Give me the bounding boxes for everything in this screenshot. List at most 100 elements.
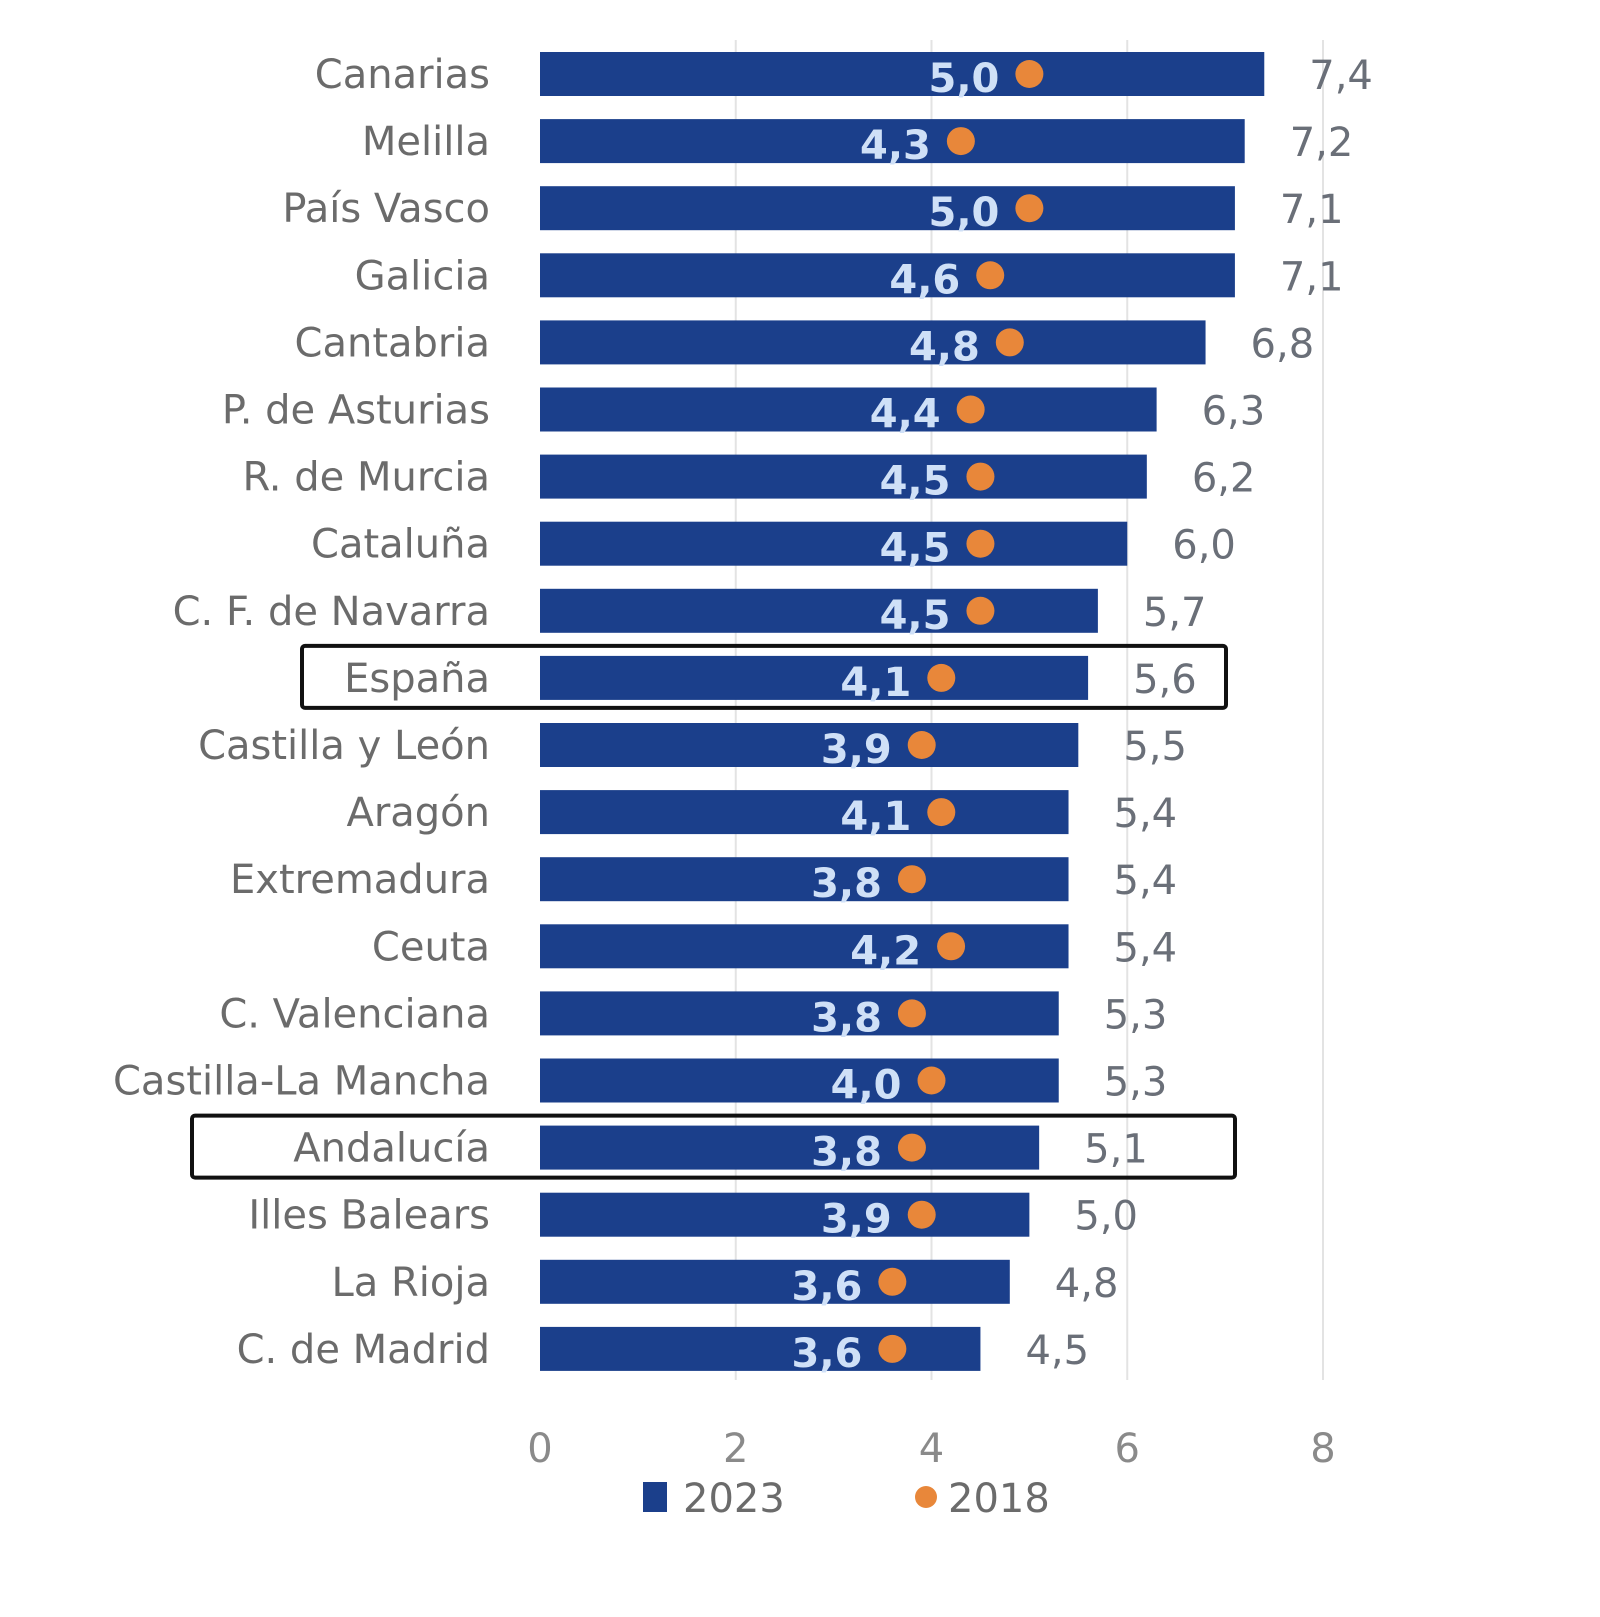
legend-label-2018: 2018 [948,1476,1050,1522]
data-label-2023: 5,3 [1104,992,1168,1038]
dot-2018 [907,1200,936,1229]
highlight-box [300,643,1228,710]
data-label-2018: 5,0 [929,190,1000,236]
legend-marker-2018 [915,1486,937,1508]
dot-2018 [917,1066,946,1095]
bar-2023 [540,1058,1059,1103]
bar-2023 [540,454,1147,499]
x-tick-label: 2 [723,1426,748,1472]
dot-2018 [878,1334,907,1363]
dot-2018 [976,261,1005,290]
data-label-2023: 5,7 [1143,590,1207,636]
bar-2023 [540,186,1235,231]
category-label: Castilla y León [198,723,490,769]
x-tick-label: 6 [1115,1426,1140,1472]
data-label-2023: 5,4 [1114,925,1178,971]
dot-2018 [937,932,966,961]
bar-2023 [540,1259,1010,1304]
category-label: Castilla-La Mancha [113,1059,490,1105]
data-label-2023: 7,1 [1280,187,1344,233]
data-label-2018: 3,6 [791,1331,862,1377]
category-label: C. F. de Navarra [173,589,490,635]
bar-2023 [540,991,1059,1036]
category-label: C. de Madrid [237,1327,490,1373]
highlight-box [190,1113,1237,1180]
bar-2023 [540,655,1089,700]
bar-2023 [540,119,1245,164]
dot-2018 [1015,60,1044,88]
dot-2018 [1015,194,1044,223]
data-label-2023: 4,8 [1055,1261,1119,1307]
bar-2023 [540,588,1098,633]
category-label: C. Valenciana [219,991,490,1037]
data-label-2018: 4,3 [860,123,931,169]
bar-2023 [540,857,1069,902]
data-label-2018: 4,8 [909,324,980,370]
category-label: R. de Murcia [242,455,490,501]
data-label-2018: 4,4 [870,392,941,438]
x-tick-label: 8 [1310,1426,1335,1472]
bar-2023 [540,521,1128,566]
bar-2023 [540,320,1206,365]
dot-2018 [878,1267,907,1296]
category-label: P. de Asturias [222,388,490,434]
x-axis-ticks: 0 2 4 6 8 [527,1426,1335,1472]
x-tick-label: 4 [919,1426,944,1472]
bar-2023 [540,1125,1040,1170]
category-label: Andalucía [293,1126,490,1172]
data-label-2023: 5,4 [1114,858,1178,904]
bars: Canarias 7,4 5,0 Melilla 7,2 4,3 País Vasco 7,1… [113,52,1373,1377]
data-label-2023: 6,0 [1172,523,1236,569]
legend: 2023 2018 [643,1476,1050,1522]
data-label-2023: 5,5 [1123,724,1187,770]
category-label: País Vasco [282,186,490,232]
dot-2018 [995,328,1024,357]
category-label: Melilla [362,119,490,165]
category-label: Canarias [315,52,490,98]
data-label-2018: 4,0 [831,1063,902,1109]
dot-2018 [956,395,985,424]
dot-2018 [927,798,956,827]
data-label-2023: 5,6 [1133,657,1197,703]
data-label-2023: 6,8 [1251,321,1315,367]
data-label-2023: 5,3 [1104,1060,1168,1106]
data-label-2018: 4,6 [889,257,960,303]
bar-2023 [540,387,1157,432]
data-label-2018: 3,8 [811,861,882,907]
category-label: Galicia [355,253,490,299]
dot-2018 [907,731,936,759]
data-label-2023: 7,4 [1309,53,1373,99]
data-label-2018: 3,8 [811,1130,882,1176]
data-label-2018: 3,8 [811,995,882,1041]
dot-2018 [946,127,975,156]
dot-2018 [927,663,956,692]
data-label-2018: 4,2 [850,928,921,974]
category-label: Aragón [346,790,490,836]
category-label: Extremadura [230,857,490,903]
data-label-2018: 4,1 [840,660,911,706]
dot-2018 [966,529,995,558]
x-tick-label: 0 [527,1426,552,1472]
category-label: Cantabria [295,320,490,366]
data-label-2018: 3,6 [791,1264,862,1310]
data-label-2018: 4,1 [840,794,911,840]
category-label: La Rioja [331,1260,490,1306]
bar-2023 [540,1192,1030,1237]
data-label-2023: 6,2 [1192,456,1256,502]
data-label-2023: 6,3 [1202,389,1266,435]
category-label: Cataluña [311,522,490,568]
bar-2023 [540,1326,981,1371]
data-label-2023: 7,1 [1280,254,1344,300]
dot-2018 [897,1133,926,1162]
bar-2023 [540,723,1079,767]
bar-2023 [540,253,1235,298]
category-label: Illes Balears [248,1193,490,1239]
legend-label-2023: 2023 [683,1476,785,1522]
data-label-2018: 3,9 [821,1197,892,1243]
data-label-2018: 4,5 [880,593,951,639]
category-label: Ceuta [372,924,490,970]
dot-2018 [966,462,995,491]
bar-2023 [540,790,1069,835]
data-label-2023: 5,4 [1114,791,1178,837]
